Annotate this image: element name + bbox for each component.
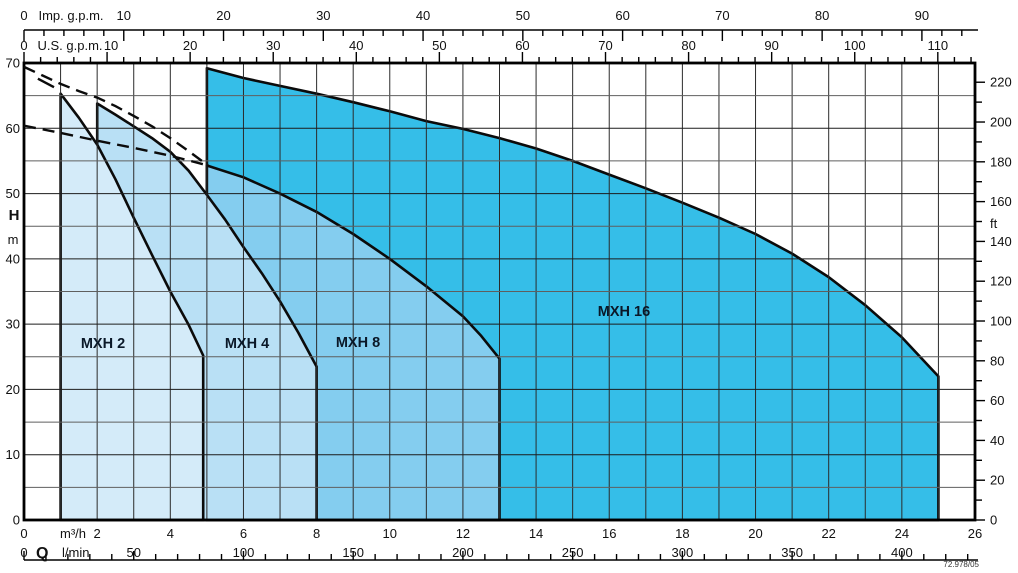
head-m-tick-label: 0 [13,513,20,528]
region-label: MXH 8 [336,335,380,351]
axis-ticks-and-labels: 0 10 20 30 40 50 60 70 80 900 10 20 30 40 50 60 70 80 90 10… [6,8,1012,561]
head-m-tick-label: 60 [6,121,20,136]
plot-border [22,61,977,522]
imp-gpm-tick-label: 40 [416,8,430,23]
us-gpm-tick-label: 70 [598,38,612,53]
m3h-tick-label: 20 [748,526,762,541]
drawing-code: 72.978/05 [943,560,979,569]
lower-extension-dashed [23,124,209,167]
static-axis-titles: Imp. g.p.m. U.S. g.p.m. H m ft m³/h Q l/… [8,8,998,569]
us-gpm-tick-label: 30 [266,38,280,53]
ft-tick-label: 120 [990,274,1012,289]
region-label: MXH 4 [225,336,269,352]
imp-gpm-tick-label: 70 [715,8,729,23]
m3h-tick-label: 18 [675,526,689,541]
ft-tick-label: 80 [990,353,1004,368]
us-gpm-tick-label: 20 [183,38,197,53]
imp-gpm-tick-label: 10 [117,8,131,23]
extra-dash-mark [37,77,55,89]
ft-tick-label: 0 [990,513,997,528]
ft-tick-label: 40 [990,433,1004,448]
envelope-mxh-2 [59,92,205,522]
ft-tick-label: 160 [990,194,1012,209]
imp-gpm-axis-title: Imp. g.p.m. [38,8,103,23]
m3h-tick-label: 0 [20,526,27,541]
us-gpm-tick-label: 10 [104,38,118,53]
us-gpm-tick-label: 100 [844,38,866,53]
m3h-tick-label: 6 [240,526,247,541]
m3h-tick-label: 10 [383,526,397,541]
lmin-tick-label: 0 [20,545,27,560]
lmin-axis-title: l/min [62,545,89,560]
head-m-tick-label: 30 [6,317,20,332]
upper-extension-dashed [23,65,209,167]
us-gpm-tick-label: 50 [432,38,446,53]
imp-gpm-tick-label: 0 [20,8,27,23]
m3h-tick-label: 26 [968,526,982,541]
m3h-tick-label: 4 [167,526,174,541]
lmin-tick-label: 250 [562,545,584,560]
lmin-tick-label: 350 [781,545,803,560]
ft-tick-label: 60 [990,393,1004,408]
head-m-tick-label: 10 [6,447,20,462]
m3h-tick-label: 24 [895,526,909,541]
us-gpm-axis-title: U.S. g.p.m. [37,38,102,53]
ft-tick-label: 140 [990,234,1012,249]
us-gpm-tick-label: 60 [515,38,529,53]
series-labels: MXH 2 MXH 4 MXH 8 MXH 16 [81,304,650,352]
flow-axis-symbol: Q [36,545,48,562]
imp-gpm-tick-label: 20 [216,8,230,23]
us-gpm-tick-label: 110 [927,38,948,53]
lmin-tick-label: 400 [891,545,913,560]
lmin-tick-label: 100 [233,545,255,560]
imp-gpm-tick-label: 90 [915,8,929,23]
head-m-tick-label: 70 [6,56,20,71]
plot-frame [22,61,977,522]
region-label: MXH 2 [81,336,125,352]
m3h-tick-label: 22 [821,526,835,541]
ft-tick-label: 200 [990,115,1012,130]
dashed-extension-lines [23,65,209,167]
us-gpm-tick-label: 80 [681,38,695,53]
ft-axis-title: ft [990,216,998,231]
m3h-tick-label: 16 [602,526,616,541]
lmin-tick-label: 150 [342,545,364,560]
head-axis-title: H [9,207,20,224]
head-m-tick-label: 50 [6,186,20,201]
imp-gpm-tick-label: 60 [615,8,629,23]
region-label: MXH 16 [598,304,650,320]
us-gpm-tick-label: 0 [20,38,27,53]
lmin-tick-label: 300 [672,545,694,560]
m3h-tick-label: 14 [529,526,543,541]
us-gpm-tick-label: 90 [764,38,778,53]
ft-tick-label: 220 [990,75,1012,90]
m3h-tick-label: 12 [456,526,470,541]
imp-gpm-tick-label: 50 [516,8,530,23]
imp-gpm-tick-label: 80 [815,8,829,23]
head-m-tick-label: 20 [6,382,20,397]
lmin-tick-label: 200 [452,545,474,560]
head-m-tick-label: 40 [6,251,20,266]
ft-tick-label: 100 [990,314,1012,329]
head-axis-unit: m [8,232,19,247]
m3h-axis-title: m³/h [60,526,86,541]
ft-tick-label: 20 [990,473,1004,488]
m3h-tick-label: 8 [313,526,320,541]
imp-gpm-tick-label: 30 [316,8,330,23]
lmin-tick-label: 50 [126,545,140,560]
m3h-tick-label: 2 [94,526,101,541]
us-gpm-tick-label: 40 [349,38,363,53]
ft-tick-label: 180 [990,154,1012,169]
